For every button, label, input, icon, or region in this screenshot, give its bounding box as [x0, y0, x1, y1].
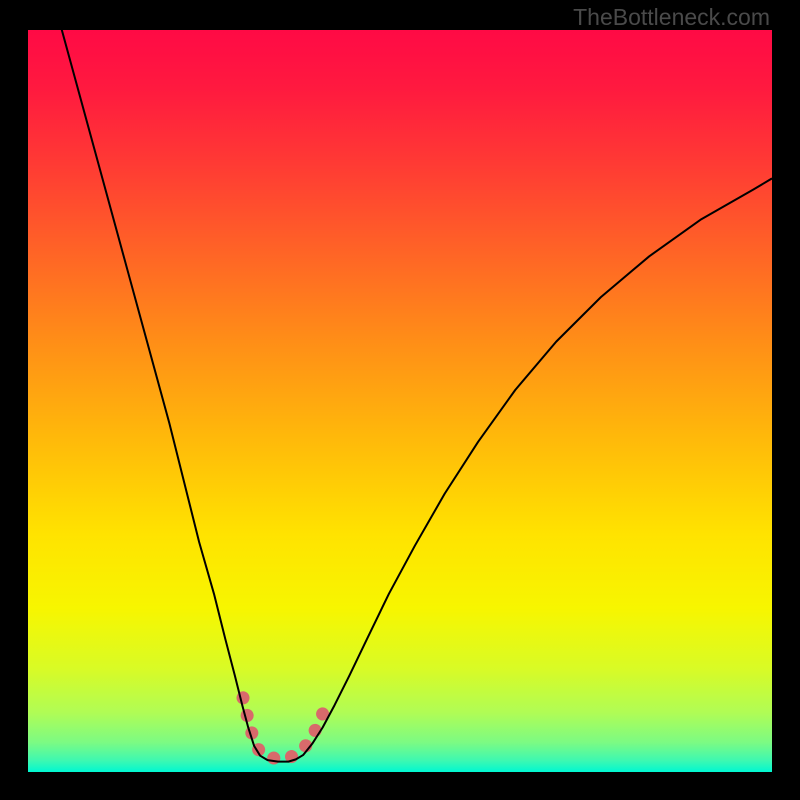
- curve-layer: [28, 30, 772, 772]
- watermark-text: TheBottleneck.com: [573, 4, 770, 31]
- plot-area: [28, 30, 772, 772]
- main-curve-path: [58, 30, 772, 762]
- chart-frame: TheBottleneck.com: [0, 0, 800, 800]
